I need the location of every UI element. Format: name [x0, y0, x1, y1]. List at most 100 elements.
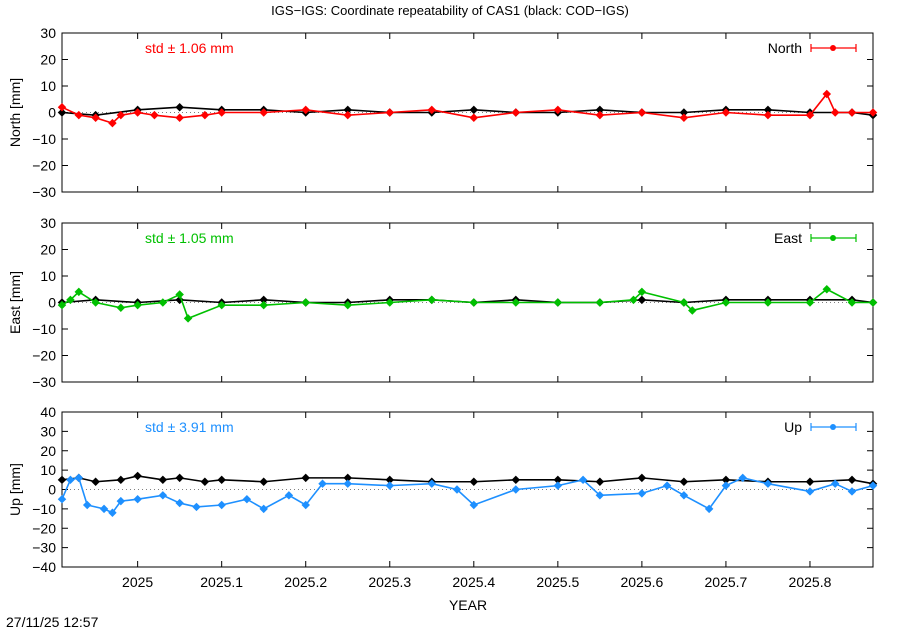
y-tick-label: 20: [40, 443, 56, 459]
y-tick-label: 30: [40, 215, 56, 231]
legend-label: East: [774, 230, 802, 246]
data-point: [595, 110, 605, 120]
data-point: [91, 477, 100, 486]
y-tick-label: −20: [32, 348, 56, 364]
data-point: [679, 298, 689, 307]
data-point: [284, 491, 294, 500]
data-point: [343, 110, 352, 120]
data-point: [511, 475, 521, 485]
data-point: [427, 105, 437, 115]
y-axis-label: North [mm]: [7, 78, 23, 147]
data-point: [469, 105, 479, 115]
data-point: [637, 489, 647, 498]
y-tick-label: 30: [40, 423, 56, 439]
data-point: [595, 477, 605, 486]
y-tick-label: 0: [48, 482, 56, 498]
data-point: [116, 475, 126, 485]
panel-east: 30 20 10 0 −10 −20 −30 East [mm] std ± 1.05 mm Ea…: [7, 215, 878, 390]
data-point: [637, 108, 647, 117]
legend-marker: [830, 235, 836, 241]
y-tick-label: 30: [40, 25, 56, 41]
y-tick-label: −30: [32, 540, 56, 556]
data-point: [637, 295, 647, 305]
figure-title: IGS−IGS: Coordinate repeatability of CAS…: [271, 3, 629, 18]
data-point: [511, 108, 521, 117]
data-point: [763, 298, 773, 307]
data-point: [830, 108, 840, 117]
data-point: [91, 298, 100, 307]
data-point: [721, 298, 731, 307]
data-point: [74, 287, 84, 297]
y-tick-label: 10: [40, 268, 56, 284]
data-point: [763, 479, 773, 488]
data-point: [116, 303, 126, 313]
data-point: [385, 481, 395, 490]
x-tick-label: 2025.4: [452, 574, 495, 590]
data-point: [175, 290, 184, 299]
panel-up: 40 30 20 10 0 −10 −20 −30 −40 2025 2025.1 2025.2 202…: [7, 404, 878, 590]
data-point: [175, 473, 184, 483]
series-line: [61, 476, 874, 514]
data-point: [158, 475, 168, 485]
data-point: [217, 475, 226, 485]
std-annotation: std ± 1.05 mm: [145, 230, 234, 246]
x-tick-label: 2025.7: [705, 574, 748, 590]
data-point: [385, 298, 395, 307]
data-point: [688, 306, 697, 315]
y-tick-label: 10: [40, 78, 56, 94]
x-tick-label: 2025.8: [789, 574, 832, 590]
chart-panels: 30 20 10 0 −10 −20 −30 North [mm] std ± 1.06 mm N…: [7, 25, 878, 590]
data-point: [578, 475, 588, 485]
y-axis-label: Up [mm]: [7, 463, 23, 516]
std-annotation: std ± 1.06 mm: [145, 40, 234, 56]
data-point: [183, 314, 193, 323]
data-point: [133, 471, 142, 481]
data-point: [259, 300, 268, 310]
data-point: [847, 108, 857, 117]
y-tick-label: −10: [32, 131, 56, 147]
series-east: [57, 285, 878, 323]
data-point: [830, 479, 840, 488]
data-point: [469, 500, 479, 510]
data-point: [57, 475, 67, 485]
data-point: [469, 477, 479, 486]
data-point: [200, 110, 210, 120]
data-point: [66, 475, 75, 485]
data-point: [637, 473, 647, 483]
data-point: [343, 473, 352, 483]
data-point: [99, 504, 109, 514]
data-point: [192, 502, 201, 512]
data-point: [259, 504, 268, 514]
data-point: [74, 110, 84, 120]
y-tick-label: −30: [32, 374, 56, 390]
y-tick-label: −20: [32, 158, 56, 174]
data-point: [57, 102, 67, 112]
series-line: [61, 288, 873, 320]
data-point: [511, 298, 521, 307]
panel-north: 30 20 10 0 −10 −20 −30 North [mm] std ± 1.06 mm N…: [7, 25, 878, 200]
data-point: [66, 295, 75, 305]
data-point: [805, 477, 815, 486]
data-point: [301, 298, 310, 307]
y-tick-label: 20: [40, 52, 56, 68]
x-tick-label: 2025.2: [284, 574, 327, 590]
data-point: [301, 500, 310, 510]
data-point: [133, 494, 142, 504]
data-point: [553, 475, 563, 485]
data-point: [133, 108, 142, 117]
y-axis-label: East [mm]: [7, 271, 23, 334]
data-point: [259, 295, 268, 305]
data-point: [738, 473, 747, 483]
data-point: [637, 287, 647, 297]
x-tick-label: 2025: [122, 574, 153, 590]
x-tick-label: 2025.6: [620, 574, 663, 590]
y-tick-label: 40: [40, 404, 56, 420]
data-point: [385, 475, 395, 485]
legend-label: North: [768, 40, 802, 56]
data-point: [217, 300, 226, 310]
data-point: [868, 481, 878, 490]
data-point: [57, 494, 67, 504]
y-tick-label: 10: [40, 462, 56, 478]
data-point: [763, 110, 773, 120]
